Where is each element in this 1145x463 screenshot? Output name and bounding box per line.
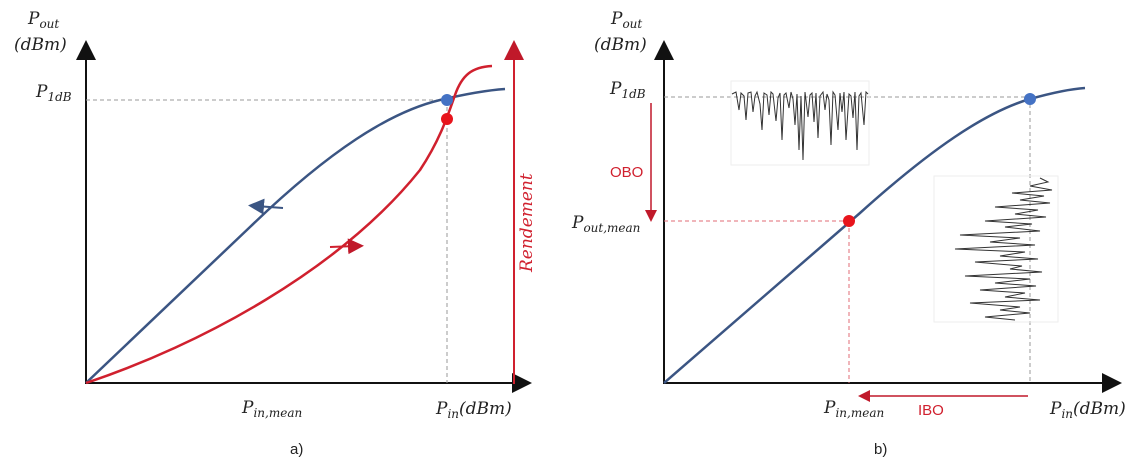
right-arrow-icon: [329, 238, 364, 255]
output-envelope-signal: [730, 80, 870, 166]
y-axis-label-b: Pout: [610, 9, 642, 31]
y-axis-label-a: Pout: [27, 9, 59, 31]
pin-mean-label-a: Pin,mean: [241, 398, 302, 420]
pout-curve-a: [85, 87, 506, 384]
caption-b: b): [874, 441, 887, 458]
efficiency-curve: [85, 64, 493, 385]
ibo-label: IBO: [918, 402, 944, 419]
obo-label: OBO: [610, 164, 643, 181]
pin-mean-label-b: Pin,mean: [823, 398, 884, 420]
efficiency-label: Rendement: [517, 173, 537, 273]
panel-b: OBO IBO Pout (dBm) P1dB Pout,mean Pin,: [571, 9, 1126, 458]
efficiency-point: [441, 113, 453, 125]
p1db-point-b: [1024, 93, 1036, 105]
p1db-point-a: [441, 94, 453, 106]
y-axis-unit-a: (dBm): [14, 35, 67, 55]
caption-a: a): [290, 441, 303, 458]
mean-operating-point: [843, 215, 855, 227]
p1db-label-a: P1dB: [35, 82, 72, 104]
input-envelope-signal: [933, 175, 1059, 323]
x-axis-label-b: Pin(dBm): [1049, 399, 1126, 421]
panel-a: Pout (dBm) P1dB Pin,mean Pin(dBm) Rendem…: [14, 9, 537, 458]
p1db-label-b: P1dB: [609, 79, 646, 101]
pout-mean-label: Pout,mean: [571, 213, 640, 235]
left-arrow-icon: [248, 198, 284, 215]
y-axis-unit-b: (dBm): [594, 35, 647, 55]
pout-curve-b: [663, 86, 1086, 384]
x-axis-label-a: Pin(dBm): [435, 399, 512, 421]
